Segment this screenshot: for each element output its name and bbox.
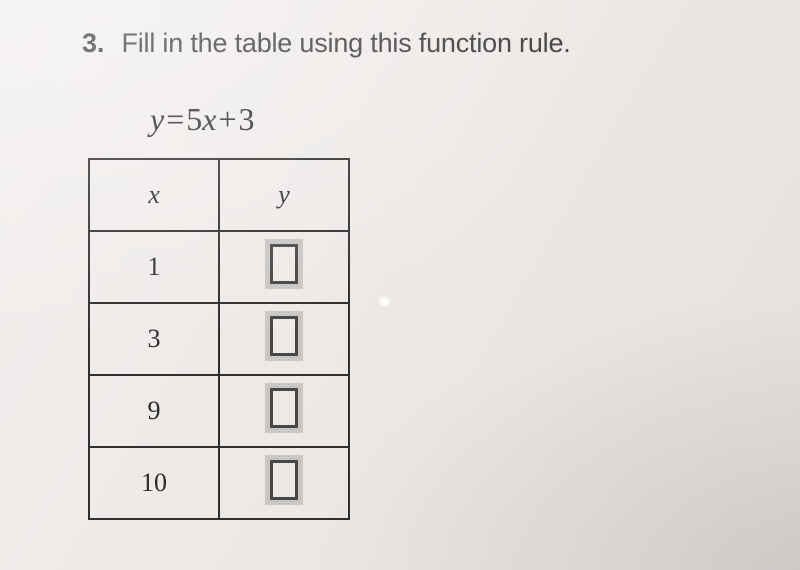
table-row: 9: [89, 375, 349, 447]
equation-lhs-var: y: [150, 101, 164, 137]
table-cell-x: 9: [89, 375, 219, 447]
table-cell-y: [219, 375, 349, 447]
problem-number: 3.: [82, 28, 104, 58]
table-row: 10: [89, 447, 349, 519]
table-row: 3: [89, 303, 349, 375]
table-header-row: x y: [89, 159, 349, 231]
worksheet-page: 3. Fill in the table using this function…: [0, 0, 800, 570]
table-cell-y: [219, 447, 349, 519]
table-cell-x: 1: [89, 231, 219, 303]
equation-rhs-var: x: [202, 101, 216, 137]
glare-dot: [380, 297, 389, 306]
answer-box[interactable]: [270, 388, 298, 428]
table-row: 1: [89, 231, 349, 303]
equation-equals: =: [166, 101, 184, 137]
function-table: x y 1 3 9 10: [88, 158, 350, 520]
problem-prompt: Fill in the table using this function ru…: [121, 28, 570, 58]
table-cell-x: 10: [89, 447, 219, 519]
table-header-x: x: [89, 159, 219, 231]
answer-box[interactable]: [270, 316, 298, 356]
table-cell-y: [219, 303, 349, 375]
equation-constant: 3: [239, 101, 255, 137]
answer-box[interactable]: [270, 244, 298, 284]
equation-operator: +: [218, 101, 236, 137]
function-rule-equation: y=5x+3: [150, 101, 770, 138]
answer-box[interactable]: [270, 460, 298, 500]
table-cell-x: 3: [89, 303, 219, 375]
equation-coefficient: 5: [186, 101, 202, 137]
table-header-y: y: [219, 159, 349, 231]
table-cell-y: [219, 231, 349, 303]
problem-prompt-line: 3. Fill in the table using this function…: [30, 28, 770, 59]
